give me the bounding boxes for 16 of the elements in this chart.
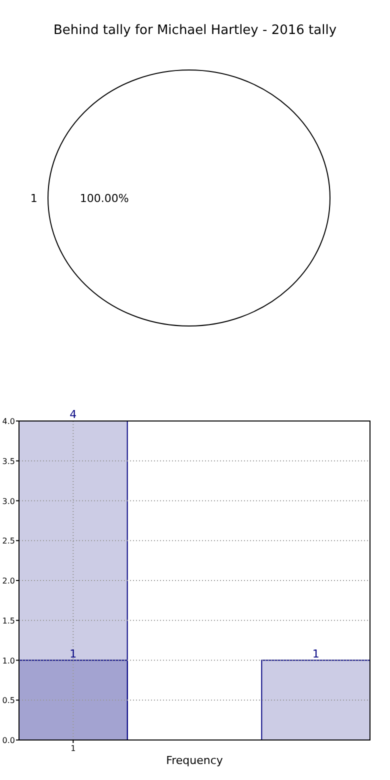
y-tick-label: 0.0	[2, 736, 15, 745]
y-tick-label: 3.5	[2, 456, 15, 466]
slice-label: 1	[30, 192, 38, 205]
data-label: 4	[70, 408, 77, 421]
y-tick-label: 4.0	[2, 417, 15, 426]
x-axis-title: Frequency	[166, 754, 224, 767]
data-label: 100.00%	[80, 192, 129, 205]
data-label: 1	[312, 647, 320, 660]
y-tick-label: 0.5	[2, 696, 15, 706]
y-tick-label: 1.0	[2, 656, 15, 666]
y-tick-label: 2.0	[2, 576, 15, 586]
y-tick-label: 1.5	[2, 616, 15, 626]
chart-title: Behind tally for Michael Hartley - 2016 tally	[53, 23, 337, 38]
y-tick-label: 3.0	[2, 496, 15, 506]
data-label: 1	[70, 744, 76, 753]
y-tick-label: 2.5	[2, 536, 15, 546]
